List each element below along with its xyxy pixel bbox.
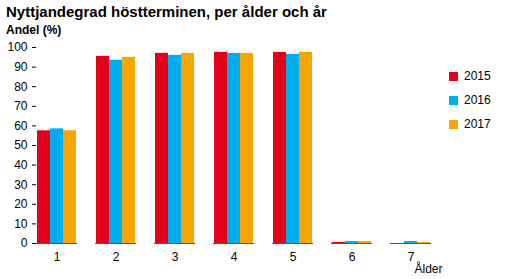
svg-text:1: 1 <box>54 250 61 264</box>
html-text:Nyttjandegrad höstterminen, pe: Nyttjandegrad höstterminen, per ålder oc… <box>6 3 327 20</box>
svg-text:30: 30 <box>14 178 28 192</box>
svg-text:20: 20 <box>14 197 28 211</box>
svg-text:10: 10 <box>14 217 28 231</box>
svg-text:3: 3 <box>172 250 179 264</box>
svg-text:0: 0 <box>21 236 28 250</box>
html-text:Andel (%): Andel (%) <box>6 23 62 37</box>
svg-text:6: 6 <box>349 250 356 264</box>
svg-text:7: 7 <box>407 250 415 264</box>
svg-text:40: 40 <box>14 158 28 172</box>
svg-text:80: 80 <box>14 80 28 94</box>
svg-text:2: 2 <box>113 250 120 264</box>
html-text:2017: 2017 <box>464 117 491 131</box>
svg-text:Ålder: Ålder <box>414 261 442 276</box>
svg-text:100: 100 <box>7 40 27 54</box>
html-text:2016: 2016 <box>464 93 491 107</box>
svg-text:4: 4 <box>231 250 238 264</box>
svg-text:60: 60 <box>14 119 28 133</box>
html-text:2015: 2015 <box>464 69 491 83</box>
svg-text:50: 50 <box>14 138 28 152</box>
svg-text:90: 90 <box>14 60 28 74</box>
svg-text:70: 70 <box>14 99 28 113</box>
svg-text:5: 5 <box>290 250 297 264</box>
